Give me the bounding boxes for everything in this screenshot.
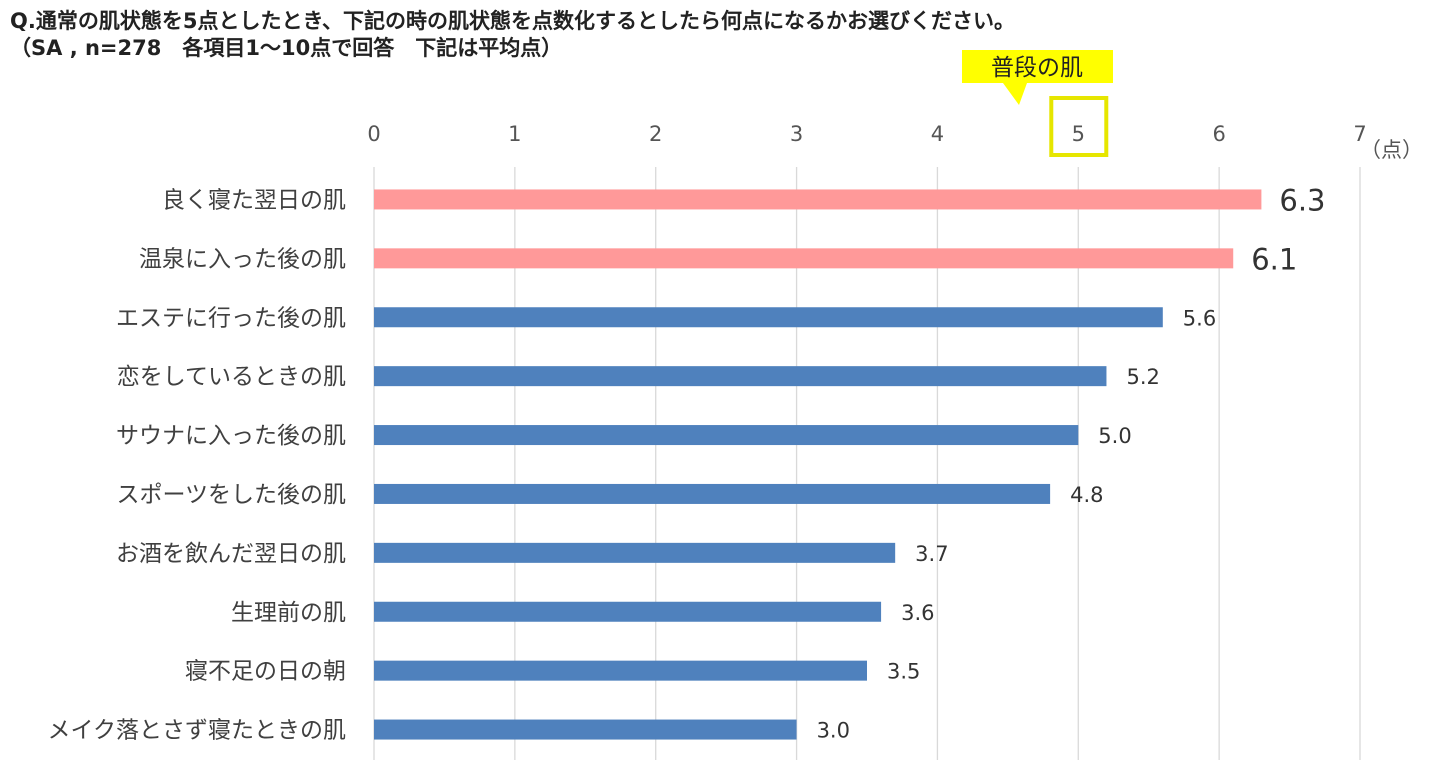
category-label: 恋をしているときの肌 xyxy=(117,364,346,390)
x-tick-label: 0 xyxy=(367,122,380,146)
bar xyxy=(374,601,882,622)
category-label: エステに行った後の肌 xyxy=(116,305,346,331)
x-tick-label: 1 xyxy=(508,122,521,146)
bar xyxy=(374,660,867,681)
category-label: 生理前の肌 xyxy=(231,600,346,626)
category-label: サウナに入った後の肌 xyxy=(116,423,346,449)
x-tick-label: 5 xyxy=(1072,122,1085,146)
x-tick-label: 4 xyxy=(931,122,944,146)
bar xyxy=(374,719,797,740)
x-tick-label: 6 xyxy=(1212,122,1225,146)
value-label: 5.2 xyxy=(1126,365,1159,389)
category-label: お酒を飲んだ翌日の肌 xyxy=(116,541,346,567)
bar xyxy=(374,542,896,563)
bar xyxy=(374,307,1163,328)
value-label: 3.5 xyxy=(887,660,920,684)
unit-label: （点） xyxy=(1360,138,1423,162)
x-axis-ticks: 0 1 2 3 4 5 6 7 xyxy=(367,122,1366,146)
bar xyxy=(374,483,1051,504)
bar xyxy=(374,425,1079,446)
x-tick-label: 3 xyxy=(790,122,803,146)
sample-note: （SA , n=278 各項目1～10点で回答 下記は平均点） xyxy=(10,36,563,60)
highlight-tick-box xyxy=(1049,96,1109,157)
category-label: 良く寝た翌日の肌 xyxy=(162,187,346,213)
value-labels: 6.3 6.1 5.6 5.2 5.0 4.8 3.7 3.6 3.5 3.0 xyxy=(817,183,1326,742)
callout-bubble xyxy=(962,50,1113,105)
x-tick-label: 2 xyxy=(649,122,662,146)
category-label: 寝不足の日の朝 xyxy=(185,659,346,685)
bars-group xyxy=(374,189,1262,740)
value-label: 6.1 xyxy=(1251,242,1297,276)
callout-group: 普段の肌 xyxy=(962,50,1113,157)
value-label: 3.6 xyxy=(901,601,934,625)
bar xyxy=(374,189,1262,210)
value-label: 3.0 xyxy=(817,719,850,743)
callout-label: 普段の肌 xyxy=(991,55,1083,81)
category-label: スポーツをした後の肌 xyxy=(116,482,346,508)
bar xyxy=(374,248,1234,269)
value-label: 4.8 xyxy=(1070,483,1103,507)
value-label: 3.7 xyxy=(915,542,948,566)
bar xyxy=(374,366,1107,387)
chart-header: Q.通常の肌状態を5点としたとき、下記の時の肌状態を点数化するとしたら何点になる… xyxy=(10,8,1015,62)
category-label: 温泉に入った後の肌 xyxy=(139,246,346,272)
category-labels: 良く寝た翌日の肌温泉に入った後の肌エステに行った後の肌恋をしているときの肌サウナ… xyxy=(47,187,346,743)
value-label: 5.0 xyxy=(1098,424,1131,448)
x-tick-label: 7 xyxy=(1353,122,1366,146)
value-label: 6.3 xyxy=(1279,183,1325,217)
category-label: メイク落とさず寝たときの肌 xyxy=(47,718,346,744)
value-label: 5.6 xyxy=(1183,306,1216,330)
question-text: Q.通常の肌状態を5点としたとき、下記の時の肌状態を点数化するとしたら何点になる… xyxy=(10,9,1015,33)
